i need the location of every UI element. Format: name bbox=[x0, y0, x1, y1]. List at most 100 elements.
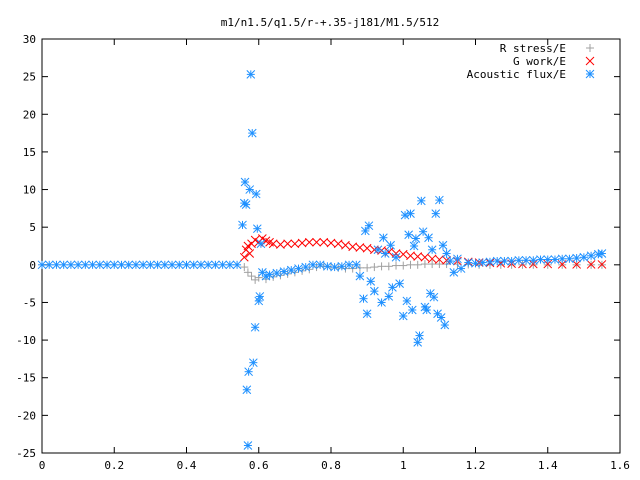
data-point bbox=[379, 233, 388, 243]
data-point bbox=[435, 260, 444, 269]
data-point bbox=[286, 265, 296, 275]
data-point bbox=[255, 292, 265, 301]
data-point bbox=[272, 268, 282, 278]
data-point bbox=[557, 254, 567, 264]
data-point bbox=[411, 234, 421, 243]
data-point bbox=[415, 331, 424, 340]
legend-marker bbox=[586, 44, 594, 52]
data-point bbox=[44, 260, 54, 270]
data-point bbox=[355, 271, 365, 281]
legend-marker bbox=[585, 69, 595, 79]
x-tick-label: 0.6 bbox=[249, 459, 269, 472]
data-point bbox=[449, 267, 459, 277]
data-point bbox=[203, 260, 213, 270]
data-point bbox=[422, 305, 432, 315]
data-point bbox=[399, 261, 408, 270]
data-point bbox=[326, 238, 336, 248]
data-point bbox=[424, 233, 433, 243]
data-point bbox=[409, 241, 419, 251]
data-point bbox=[536, 255, 545, 264]
data-point bbox=[427, 254, 437, 264]
data-point bbox=[245, 185, 255, 194]
y-axis: 30 25 20 15 10 5 0 -5 -10 -15 -20 -25 bbox=[16, 33, 620, 460]
data-point bbox=[138, 260, 148, 270]
series-acoustic-flux-e bbox=[37, 70, 607, 450]
legend-label: R stress/E bbox=[500, 42, 566, 55]
data-point bbox=[366, 277, 376, 286]
data-point bbox=[406, 209, 415, 218]
data-point bbox=[407, 305, 417, 315]
data-point bbox=[319, 237, 329, 247]
data-point bbox=[442, 249, 451, 258]
data-point bbox=[146, 260, 155, 270]
data-point bbox=[304, 237, 314, 247]
x-tick-label: 1.4 bbox=[538, 459, 558, 472]
data-point bbox=[131, 260, 141, 270]
y-tick-label: 0 bbox=[29, 259, 36, 272]
data-point bbox=[485, 257, 495, 267]
data-point bbox=[265, 270, 274, 279]
data-point bbox=[124, 260, 134, 270]
data-point bbox=[406, 260, 415, 269]
data-point bbox=[543, 255, 553, 264]
y-tick-label: -15 bbox=[16, 372, 36, 385]
data-point bbox=[160, 260, 170, 270]
data-point bbox=[247, 272, 256, 281]
data-point bbox=[521, 255, 531, 265]
data-point bbox=[344, 260, 354, 270]
data-point bbox=[445, 256, 455, 266]
data-point bbox=[117, 260, 126, 270]
data-point bbox=[312, 237, 321, 247]
x-tick-label: 0.2 bbox=[104, 459, 124, 472]
data-point bbox=[391, 252, 401, 262]
data-point bbox=[404, 230, 414, 240]
y-tick-label: 30 bbox=[23, 33, 36, 46]
data-point bbox=[586, 260, 596, 269]
data-point bbox=[276, 240, 285, 249]
data-point bbox=[95, 260, 105, 270]
data-point bbox=[37, 260, 47, 270]
data-point bbox=[429, 292, 439, 302]
plot-border bbox=[41, 38, 621, 454]
data-point bbox=[252, 224, 262, 234]
data-point bbox=[254, 273, 263, 282]
data-point bbox=[283, 239, 293, 249]
data-point bbox=[297, 238, 307, 248]
data-point bbox=[153, 260, 162, 270]
data-point bbox=[73, 260, 83, 270]
data-point bbox=[279, 267, 289, 276]
data-point bbox=[435, 255, 444, 264]
x-axis: 0 0.2 0.4 0.6 0.8 1 1.2 1.4 1.6 bbox=[39, 39, 630, 472]
data-point bbox=[388, 283, 397, 292]
data-point bbox=[218, 260, 227, 270]
data-point bbox=[543, 259, 553, 269]
data-point bbox=[351, 260, 361, 270]
data-point bbox=[250, 322, 260, 332]
data-point bbox=[109, 260, 119, 270]
data-point bbox=[438, 240, 448, 250]
x-tick-label: 0 bbox=[39, 459, 46, 472]
data-point bbox=[398, 311, 408, 321]
data-point bbox=[406, 251, 415, 261]
data-point bbox=[362, 243, 372, 253]
data-point bbox=[330, 262, 339, 272]
data-point bbox=[211, 260, 220, 270]
data-point bbox=[59, 260, 69, 270]
data-point bbox=[586, 251, 596, 261]
data-point bbox=[384, 292, 394, 301]
data-point bbox=[80, 260, 90, 270]
data-point bbox=[247, 128, 257, 138]
y-tick-label: -5 bbox=[23, 296, 36, 309]
data-point bbox=[251, 275, 260, 284]
data-point bbox=[251, 189, 261, 199]
data-point bbox=[238, 220, 247, 230]
data-point bbox=[362, 309, 372, 319]
legend-label: Acoustic flux/E bbox=[467, 68, 566, 81]
data-point bbox=[243, 441, 253, 450]
data-point bbox=[364, 221, 374, 231]
legend-marker bbox=[585, 56, 595, 66]
data-point bbox=[463, 258, 473, 267]
data-point bbox=[500, 256, 509, 266]
data-point bbox=[428, 260, 437, 269]
